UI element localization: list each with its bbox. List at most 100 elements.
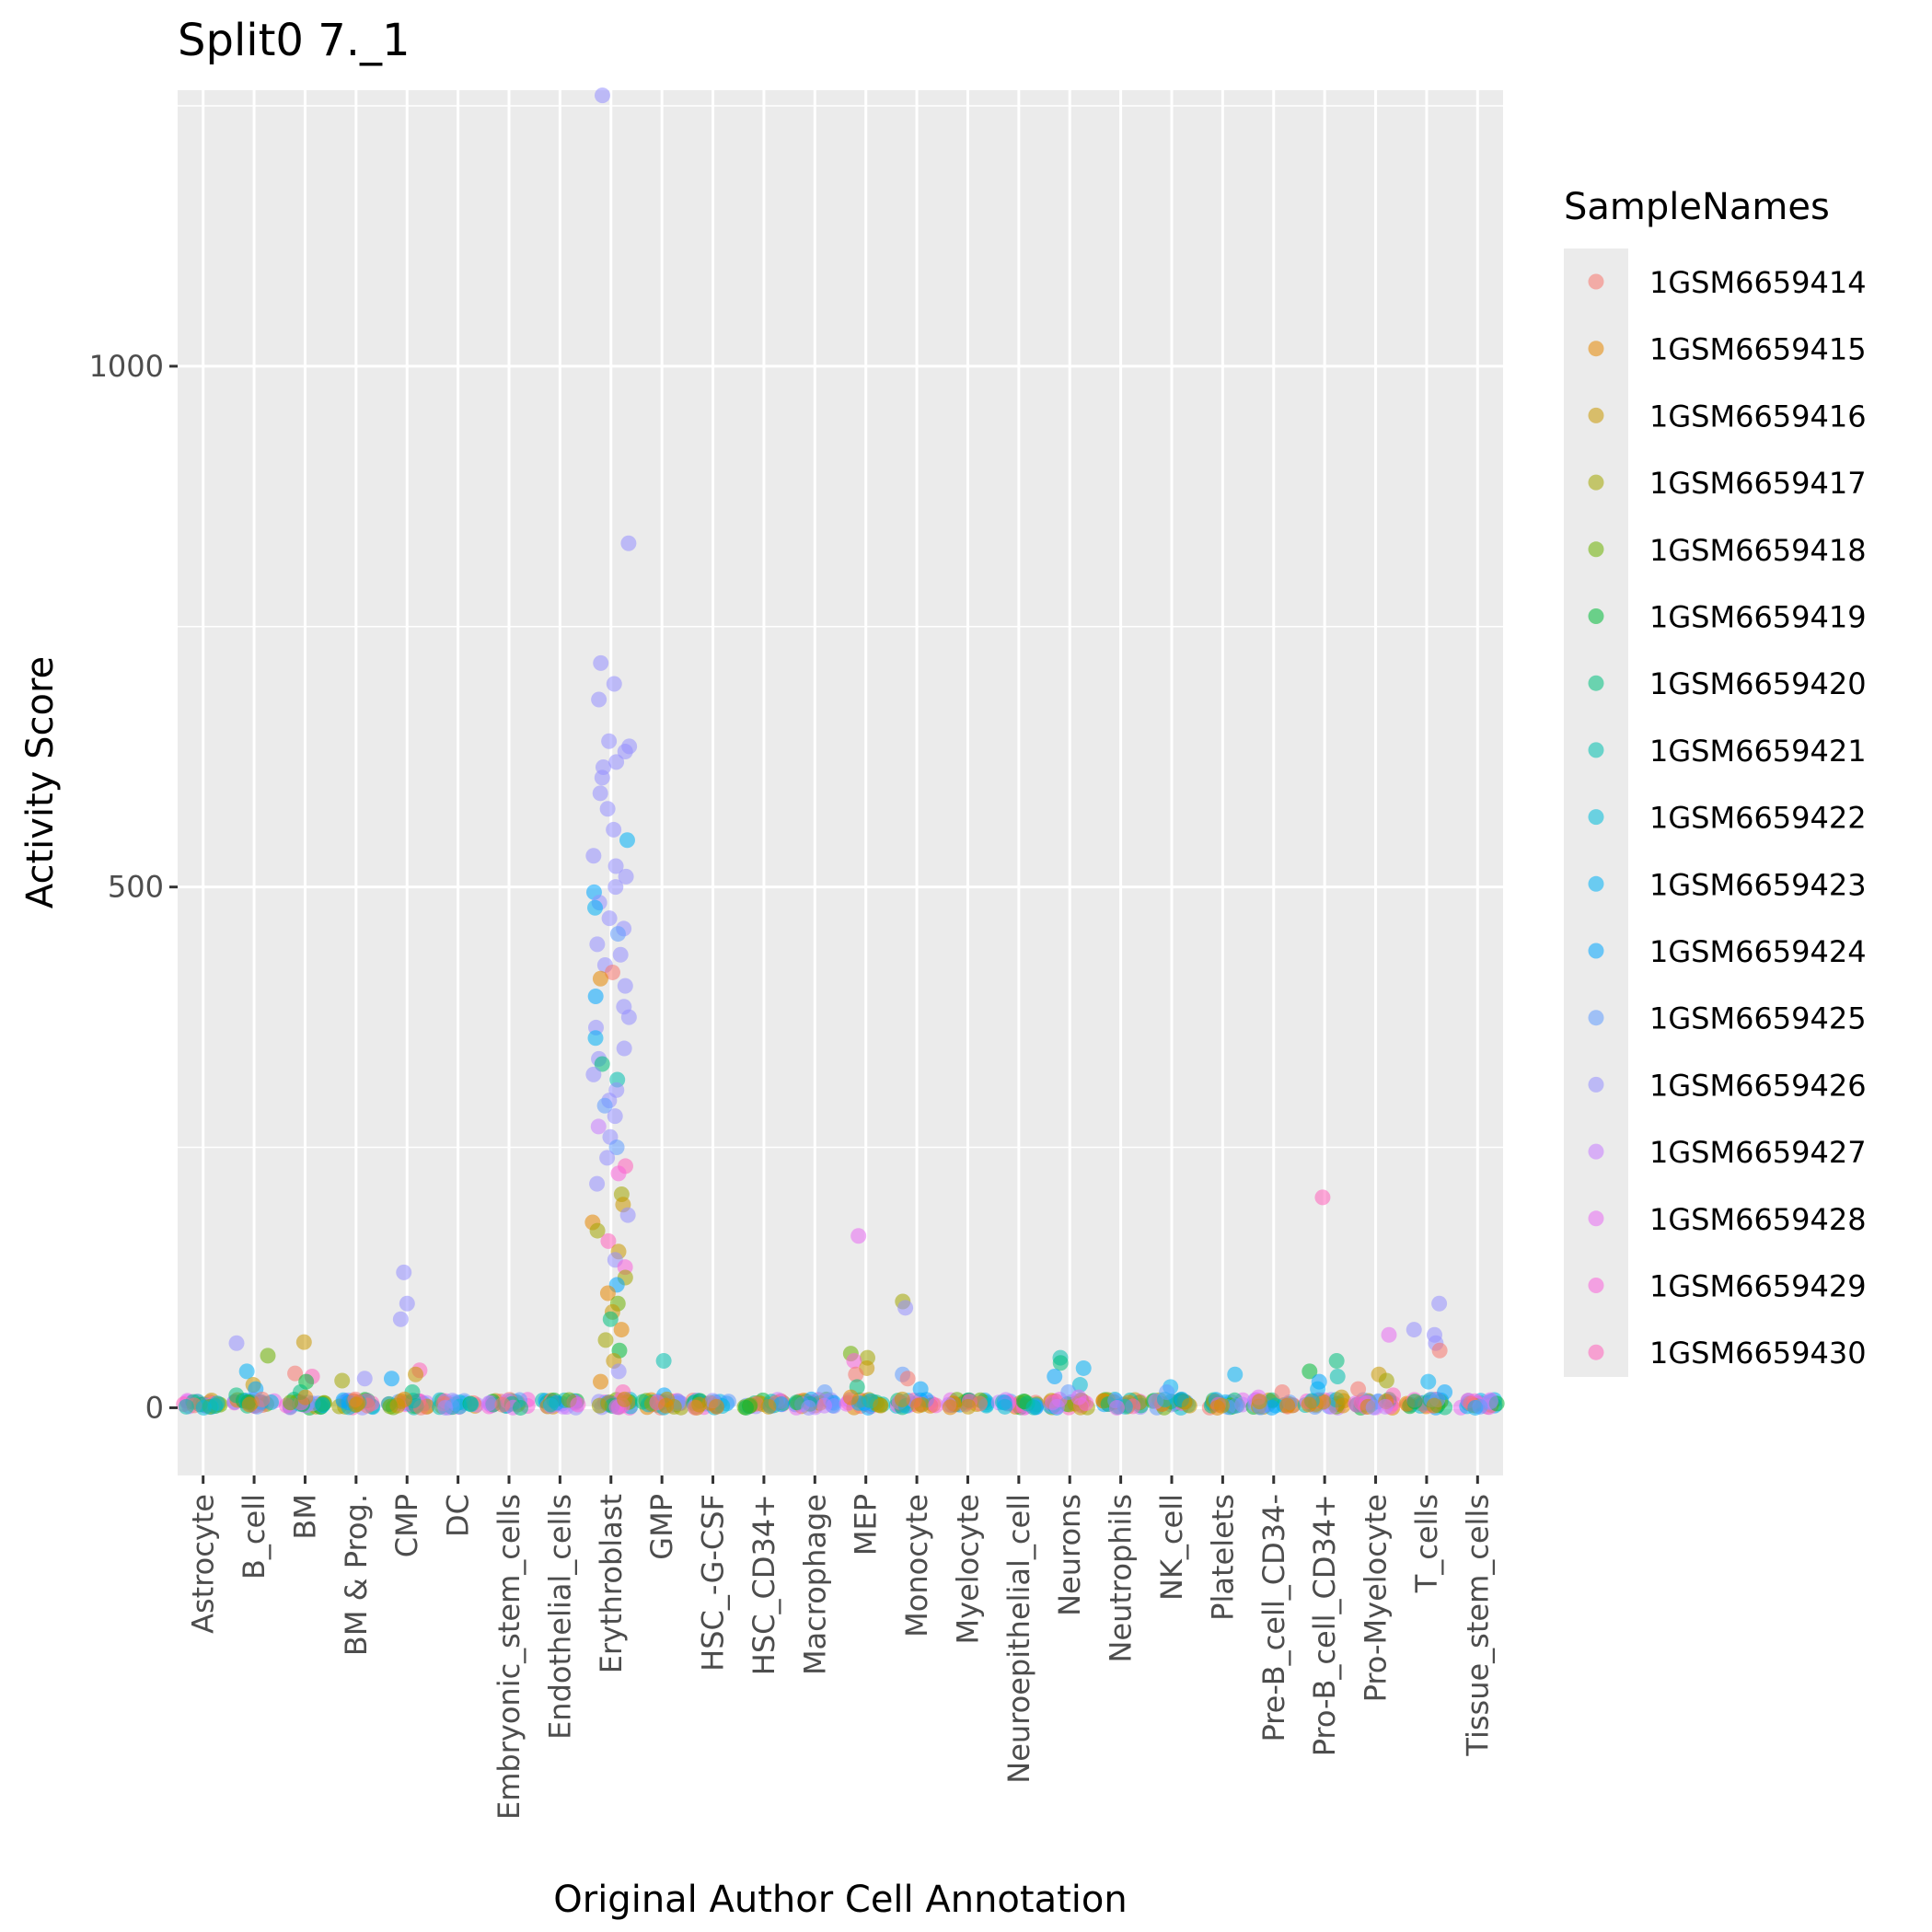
chart-title: Split0 7._1 xyxy=(178,15,411,66)
point xyxy=(383,1371,399,1387)
point xyxy=(1301,1363,1318,1380)
point xyxy=(589,1222,606,1239)
point xyxy=(1301,1396,1317,1413)
point xyxy=(463,1396,480,1413)
point xyxy=(594,769,610,786)
x-tick-label: CMP xyxy=(389,1494,424,1557)
point xyxy=(542,1396,559,1413)
point xyxy=(599,1150,616,1166)
point xyxy=(1251,1394,1267,1410)
point xyxy=(788,1394,804,1411)
point xyxy=(1209,1399,1226,1416)
x-tick-label: GMP xyxy=(644,1494,679,1560)
point xyxy=(512,1399,528,1416)
legend-key xyxy=(1588,407,1604,423)
point xyxy=(816,1383,833,1400)
point xyxy=(1264,1399,1280,1416)
y-axis: 0 500 1000 xyxy=(89,349,178,1425)
legend-key xyxy=(1588,341,1604,357)
point xyxy=(283,1394,299,1411)
legend-item: 1GSM6659415 xyxy=(1588,332,1867,367)
point xyxy=(801,1399,817,1416)
point xyxy=(595,87,611,104)
point xyxy=(1431,1342,1448,1359)
point xyxy=(599,1285,616,1301)
point xyxy=(997,1398,1013,1415)
point xyxy=(297,1389,314,1406)
legend-item: 1GSM6659424 xyxy=(1588,934,1867,969)
major-gridlines xyxy=(178,90,1503,1475)
point xyxy=(873,1397,889,1414)
point xyxy=(912,1381,929,1397)
point xyxy=(1381,1326,1397,1343)
legend-item: 1GSM6659419 xyxy=(1588,600,1867,635)
legend-label: 1GSM6659421 xyxy=(1649,734,1867,769)
point xyxy=(608,1140,625,1156)
point xyxy=(594,1056,610,1072)
point xyxy=(287,1365,304,1382)
x-tick-label: Astrocyte xyxy=(186,1494,221,1634)
x-tick-label: HSC_CD34+ xyxy=(746,1494,781,1675)
legend-key xyxy=(1588,273,1604,290)
point xyxy=(241,1396,258,1413)
legend-label: 1GSM6659423 xyxy=(1649,867,1867,902)
legend-label: 1GSM6659425 xyxy=(1649,1001,1867,1036)
point xyxy=(1310,1381,1326,1397)
point xyxy=(437,1399,454,1416)
point xyxy=(708,1398,724,1415)
point xyxy=(356,1371,373,1387)
x-tick-label: Monocyte xyxy=(899,1494,934,1637)
x-tick-label: Neuroepithelial_cell xyxy=(1001,1494,1036,1784)
legend-item: 1GSM6659414 xyxy=(1588,265,1867,300)
point xyxy=(1314,1189,1331,1206)
x-tick-label: Embryonic_stem_cells xyxy=(492,1494,526,1820)
point xyxy=(408,1366,424,1382)
point xyxy=(494,1396,511,1413)
point xyxy=(1437,1383,1453,1400)
point xyxy=(592,970,608,987)
legend-label: 1GSM6659422 xyxy=(1649,801,1867,836)
legend-label: 1GSM6659420 xyxy=(1649,666,1867,701)
point xyxy=(1431,1295,1448,1312)
point xyxy=(480,1395,497,1412)
point xyxy=(620,535,637,551)
point xyxy=(601,733,618,749)
legend-key xyxy=(1588,675,1604,691)
x-tick-label: Platelets xyxy=(1205,1494,1240,1621)
point xyxy=(1334,1389,1350,1406)
plot-panel xyxy=(178,90,1503,1475)
point xyxy=(195,1399,212,1416)
point xyxy=(593,1373,609,1390)
x-axis-label: Original Author Cell Annotation xyxy=(553,1879,1127,1921)
legend-item: 1GSM6659421 xyxy=(1588,734,1867,769)
point xyxy=(570,1396,586,1413)
point xyxy=(606,821,622,838)
point xyxy=(1350,1381,1367,1397)
point xyxy=(348,1396,364,1413)
point xyxy=(846,1353,862,1370)
y-tick-label: 500 xyxy=(108,870,164,905)
point xyxy=(894,1391,910,1407)
point xyxy=(610,1165,627,1182)
point xyxy=(178,1398,194,1415)
legend-key xyxy=(1588,541,1604,558)
legend-key xyxy=(1588,1010,1604,1026)
point xyxy=(295,1334,312,1350)
x-tick-label: NK_cell xyxy=(1154,1494,1189,1601)
x-tick-label: B_cell xyxy=(237,1494,272,1579)
point xyxy=(942,1399,958,1416)
x-tick-label: Pre-B_cell_CD34- xyxy=(1256,1494,1291,1742)
legend-key xyxy=(1588,474,1604,491)
x-tick-label: Neurons xyxy=(1052,1494,1087,1616)
legend-item: 1GSM6659416 xyxy=(1588,399,1867,434)
legend-item: 1GSM6659429 xyxy=(1588,1269,1867,1304)
legend-label: 1GSM6659415 xyxy=(1649,332,1867,367)
legend-label: 1GSM6659424 xyxy=(1649,934,1867,969)
point xyxy=(1378,1372,1394,1389)
point xyxy=(591,1397,607,1414)
legend-key xyxy=(1588,1143,1604,1160)
point xyxy=(928,1397,944,1414)
legend-item: 1GSM6659420 xyxy=(1588,666,1867,701)
point xyxy=(1047,1369,1063,1384)
